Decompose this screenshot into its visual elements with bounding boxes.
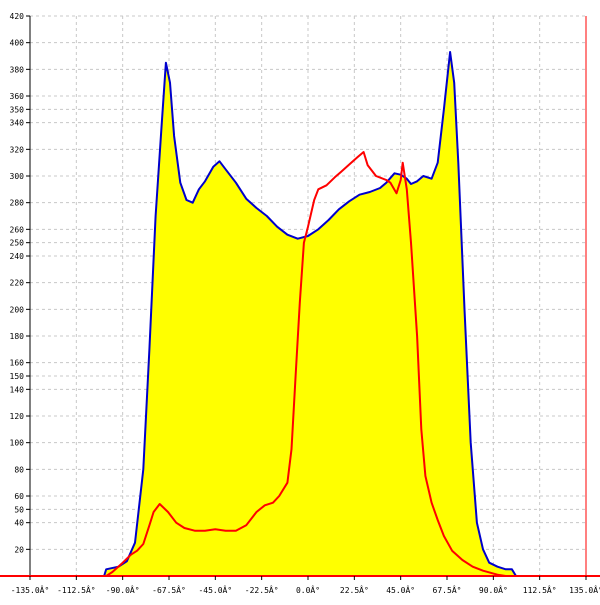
series-layer <box>103 51 517 577</box>
x-tick-label: -67.5Â° <box>152 584 186 595</box>
y-tick-label: 240 <box>10 252 25 261</box>
x-tick-label: 22.5Â° <box>340 584 369 595</box>
tick-labels: 20 40 50 60 80 100 120 140 150 160 180 200 220 240 250… <box>10 12 600 595</box>
x-tick-label: 0.0Â° <box>296 584 320 595</box>
x-tick-label: 45.0Â° <box>386 584 415 595</box>
x-tick-label: -90.0Â° <box>106 584 140 595</box>
y-tick-label: 40 <box>14 519 24 528</box>
y-tick-label: 200 <box>10 305 25 314</box>
y-tick-label: 140 <box>10 385 25 394</box>
y-tick-label: 80 <box>14 465 24 474</box>
y-tick-label: 400 <box>10 39 25 48</box>
y-tick-label: 360 <box>10 92 25 101</box>
series-0-area <box>104 52 516 576</box>
y-tick-label: 50 <box>14 505 24 514</box>
x-tick-label: -22.5Â° <box>245 584 279 595</box>
y-tick-label: 180 <box>10 332 25 341</box>
series-0-line <box>103 51 517 577</box>
x-tick-label: 67.5Â° <box>433 584 462 595</box>
y-tick-label: 350 <box>10 105 25 114</box>
x-tick-label: -135.0Â° <box>11 584 50 595</box>
y-tick-label: 100 <box>10 439 25 448</box>
y-tick-label: 420 <box>10 12 25 21</box>
y-tick-label: 250 <box>10 239 25 248</box>
x-tick-label: 135.0Â° <box>569 584 600 595</box>
axes <box>0 15 600 580</box>
y-tick-label: 320 <box>10 145 25 154</box>
y-tick-label: 280 <box>10 199 25 208</box>
y-tick-label: 150 <box>10 372 25 381</box>
y-tick-label: 340 <box>10 119 25 128</box>
y-tick-label: 380 <box>10 65 25 74</box>
x-tick-label: 90.0Â° <box>479 584 508 595</box>
y-tick-label: 160 <box>10 359 25 368</box>
y-tick-label: 60 <box>14 492 24 501</box>
y-tick-label: 220 <box>10 279 25 288</box>
y-tick-label: 260 <box>10 225 25 234</box>
y-tick-label: 120 <box>10 412 25 421</box>
series-1-line <box>105 151 506 577</box>
y-tick-label: 300 <box>10 172 25 181</box>
x-tick-label: -45.0Â° <box>198 584 232 595</box>
x-tick-label: 112.5Â° <box>523 584 557 595</box>
y-tick-label: 20 <box>14 545 24 554</box>
x-tick-label: -112.5Â° <box>57 584 96 595</box>
